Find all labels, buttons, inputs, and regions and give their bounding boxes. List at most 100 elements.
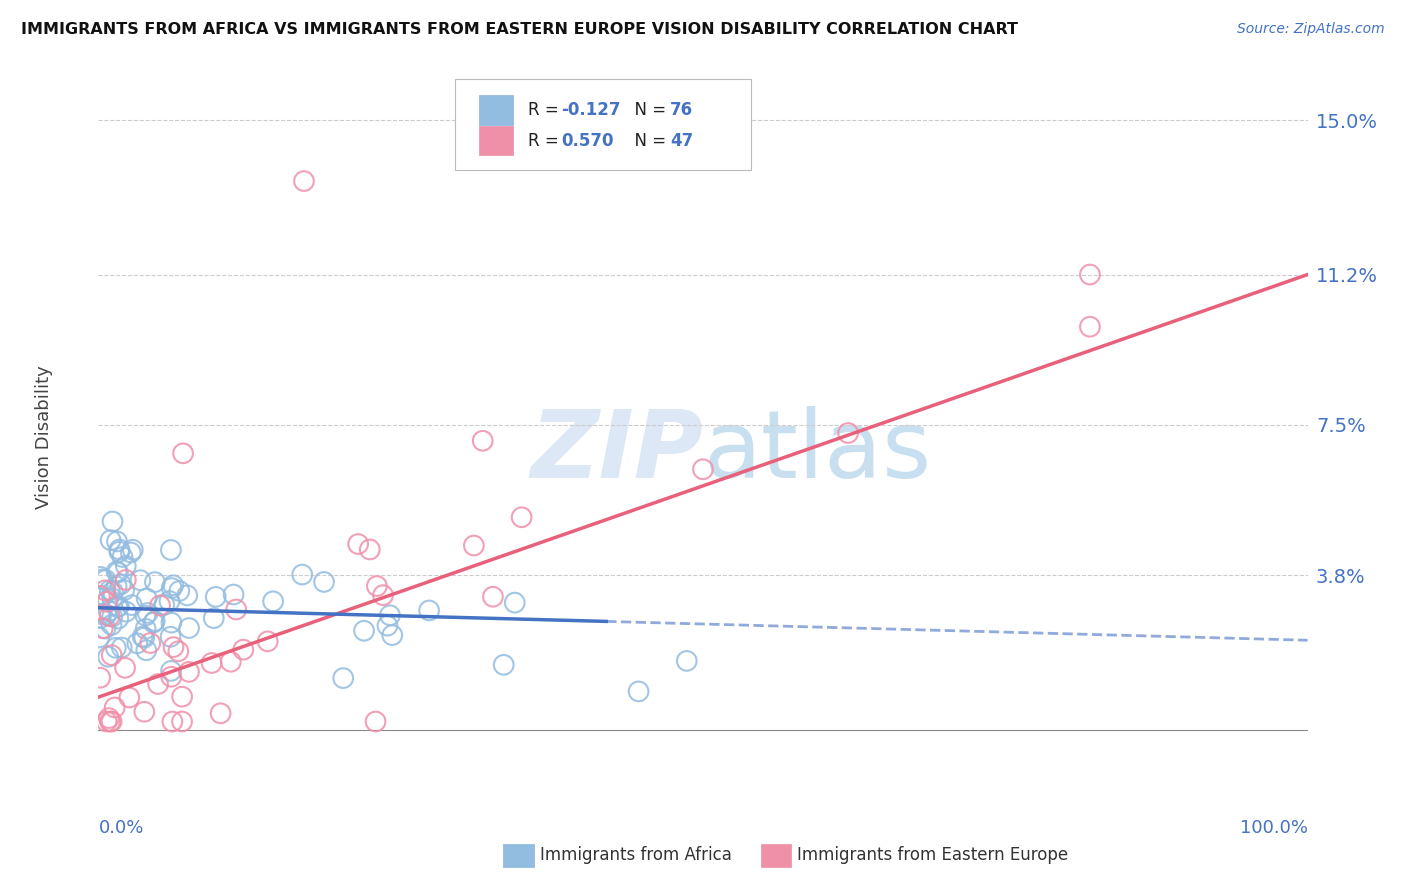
- Text: 100.0%: 100.0%: [1240, 819, 1308, 837]
- Text: Immigrants from Africa: Immigrants from Africa: [540, 847, 731, 864]
- Point: [136, 606, 159, 620]
- Point: [114, 661, 136, 675]
- Point: [160, 581, 183, 595]
- Point: [111, 640, 134, 655]
- Point: [100, 533, 122, 548]
- Point: [153, 598, 176, 612]
- Point: [89, 570, 111, 584]
- Text: IMMIGRANTS FROM AFRICA VS IMMIGRANTS FROM EASTERN EUROPE VISION DISABILITY CORRE: IMMIGRANTS FROM AFRICA VS IMMIGRANTS FRO…: [21, 22, 1018, 37]
- Point: [89, 631, 111, 645]
- Point: [135, 591, 157, 606]
- Point: [170, 714, 193, 729]
- Point: [108, 599, 131, 614]
- Text: atlas: atlas: [703, 406, 931, 498]
- Point: [110, 577, 132, 591]
- Point: [101, 591, 124, 606]
- Point: [134, 705, 156, 719]
- Point: [1078, 319, 1101, 334]
- Point: [134, 631, 156, 645]
- Point: [160, 664, 183, 678]
- Point: [177, 621, 200, 635]
- Point: [219, 655, 242, 669]
- Point: [202, 611, 225, 625]
- Text: 76: 76: [671, 101, 693, 120]
- Point: [204, 590, 226, 604]
- Point: [89, 589, 111, 603]
- Point: [107, 566, 129, 580]
- Point: [692, 462, 714, 476]
- Point: [209, 706, 232, 721]
- Point: [312, 574, 335, 589]
- Point: [371, 588, 394, 602]
- Point: [222, 588, 245, 602]
- Point: [160, 670, 183, 684]
- FancyBboxPatch shape: [479, 95, 513, 125]
- Point: [378, 608, 401, 623]
- Point: [837, 425, 859, 440]
- Point: [359, 542, 381, 557]
- Point: [89, 671, 111, 685]
- Text: R =: R =: [527, 101, 564, 120]
- Point: [160, 615, 183, 630]
- Point: [96, 607, 118, 622]
- Point: [463, 539, 485, 553]
- Point: [256, 634, 278, 648]
- Point: [292, 174, 315, 188]
- Point: [482, 590, 505, 604]
- Point: [107, 600, 129, 615]
- Point: [97, 711, 120, 725]
- Point: [115, 605, 138, 619]
- Point: [471, 434, 494, 448]
- Point: [1078, 268, 1101, 282]
- Point: [120, 545, 142, 559]
- Point: [149, 599, 172, 613]
- Point: [139, 636, 162, 650]
- FancyBboxPatch shape: [761, 844, 792, 867]
- Point: [510, 510, 533, 524]
- Point: [100, 648, 122, 662]
- Point: [172, 690, 194, 704]
- Point: [105, 579, 128, 593]
- Text: ZIP: ZIP: [530, 406, 703, 498]
- Point: [96, 714, 118, 729]
- Point: [364, 714, 387, 729]
- Point: [104, 700, 127, 714]
- Text: -0.127: -0.127: [561, 101, 621, 120]
- Point: [143, 614, 166, 628]
- Point: [135, 622, 157, 636]
- Text: N =: N =: [624, 101, 672, 120]
- Point: [129, 573, 152, 587]
- Point: [162, 714, 184, 729]
- Point: [107, 611, 129, 625]
- Point: [97, 593, 120, 607]
- Point: [347, 537, 370, 551]
- Point: [142, 615, 165, 630]
- Text: 0.0%: 0.0%: [98, 819, 143, 837]
- FancyBboxPatch shape: [456, 78, 751, 170]
- Point: [146, 677, 169, 691]
- Point: [169, 583, 191, 598]
- Point: [627, 684, 650, 698]
- Point: [176, 588, 198, 602]
- Text: Vision Disability: Vision Disability: [35, 365, 53, 509]
- Point: [94, 573, 117, 587]
- Point: [418, 603, 440, 617]
- Point: [105, 565, 128, 579]
- Point: [98, 609, 121, 624]
- Point: [100, 618, 122, 632]
- Point: [101, 585, 124, 599]
- Point: [121, 598, 143, 612]
- Point: [112, 583, 135, 598]
- Point: [201, 656, 224, 670]
- Point: [353, 624, 375, 638]
- Point: [94, 583, 117, 598]
- Point: [134, 608, 156, 623]
- Point: [377, 618, 399, 632]
- Point: [96, 595, 118, 609]
- FancyBboxPatch shape: [503, 844, 534, 867]
- Text: 47: 47: [671, 132, 693, 150]
- Point: [121, 542, 143, 557]
- Point: [90, 607, 112, 621]
- Point: [492, 657, 515, 672]
- Point: [90, 611, 112, 625]
